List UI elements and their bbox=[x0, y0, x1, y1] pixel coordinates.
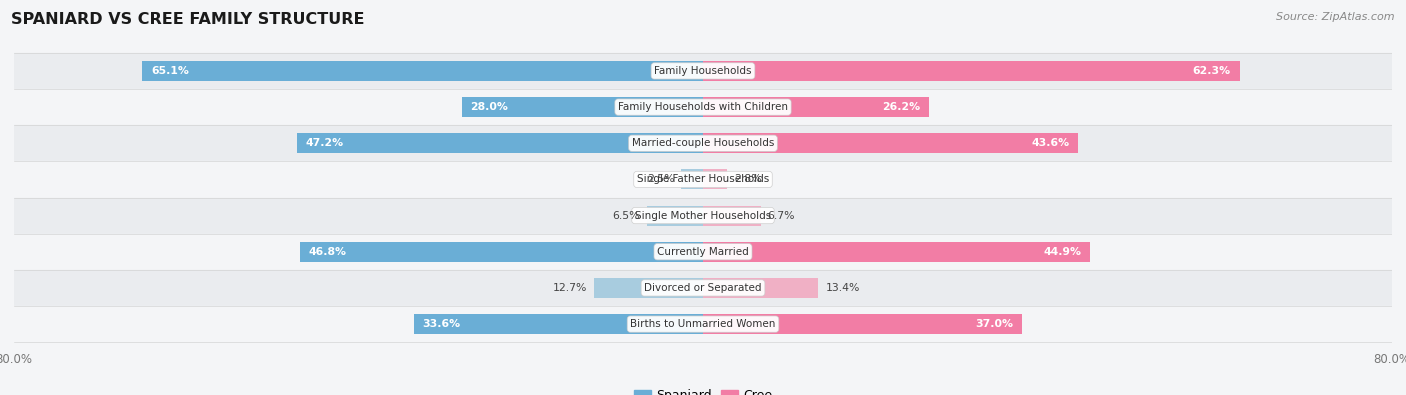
Bar bbox=[461, 97, 703, 117]
Text: Married-couple Households: Married-couple Households bbox=[631, 138, 775, 148]
Text: SPANIARD VS CREE FAMILY STRUCTURE: SPANIARD VS CREE FAMILY STRUCTURE bbox=[11, 12, 364, 27]
Bar bbox=[703, 314, 1022, 334]
Bar bbox=[703, 97, 928, 117]
Bar bbox=[142, 61, 703, 81]
Bar bbox=[703, 206, 761, 226]
Text: 47.2%: 47.2% bbox=[305, 138, 343, 148]
Text: Currently Married: Currently Married bbox=[657, 247, 749, 257]
Text: 44.9%: 44.9% bbox=[1043, 247, 1081, 257]
Text: 6.7%: 6.7% bbox=[768, 211, 794, 220]
Text: Divorced or Separated: Divorced or Separated bbox=[644, 283, 762, 293]
Bar bbox=[14, 125, 1392, 161]
Text: Family Households with Children: Family Households with Children bbox=[619, 102, 787, 112]
Text: 6.5%: 6.5% bbox=[613, 211, 640, 220]
Bar bbox=[593, 278, 703, 298]
Bar bbox=[703, 61, 1240, 81]
Bar bbox=[703, 242, 1090, 262]
Bar bbox=[703, 133, 1078, 153]
Text: Family Households: Family Households bbox=[654, 66, 752, 76]
Bar bbox=[413, 314, 703, 334]
Bar bbox=[14, 270, 1392, 306]
Text: 28.0%: 28.0% bbox=[471, 102, 509, 112]
Text: Single Mother Households: Single Mother Households bbox=[636, 211, 770, 220]
Text: 2.5%: 2.5% bbox=[647, 175, 675, 184]
Bar bbox=[703, 278, 818, 298]
Text: 12.7%: 12.7% bbox=[553, 283, 586, 293]
Text: 65.1%: 65.1% bbox=[150, 66, 188, 76]
Text: 62.3%: 62.3% bbox=[1192, 66, 1230, 76]
Bar bbox=[14, 89, 1392, 125]
Bar bbox=[14, 161, 1392, 198]
Bar bbox=[647, 206, 703, 226]
Text: 37.0%: 37.0% bbox=[974, 319, 1012, 329]
Text: 26.2%: 26.2% bbox=[882, 102, 920, 112]
Bar bbox=[14, 306, 1392, 342]
Text: 46.8%: 46.8% bbox=[308, 247, 347, 257]
Text: 2.8%: 2.8% bbox=[734, 175, 762, 184]
Text: 43.6%: 43.6% bbox=[1032, 138, 1070, 148]
Text: Births to Unmarried Women: Births to Unmarried Women bbox=[630, 319, 776, 329]
Bar bbox=[297, 133, 703, 153]
Text: 33.6%: 33.6% bbox=[422, 319, 460, 329]
Bar bbox=[14, 53, 1392, 89]
Bar bbox=[299, 242, 703, 262]
Legend: Spaniard, Cree: Spaniard, Cree bbox=[628, 384, 778, 395]
Text: Source: ZipAtlas.com: Source: ZipAtlas.com bbox=[1277, 12, 1395, 22]
Bar bbox=[14, 198, 1392, 234]
Bar bbox=[682, 169, 703, 189]
Text: 13.4%: 13.4% bbox=[825, 283, 859, 293]
Bar bbox=[703, 169, 727, 189]
Text: Single Father Households: Single Father Households bbox=[637, 175, 769, 184]
Bar bbox=[14, 234, 1392, 270]
